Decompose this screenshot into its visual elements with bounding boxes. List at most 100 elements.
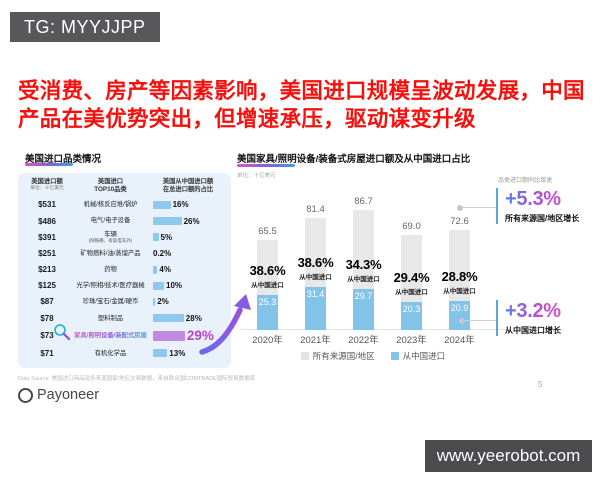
payoneer-wordmark: Payoneer <box>37 387 100 403</box>
year-label: 2022年 <box>348 335 379 346</box>
bar-china: 25.3 <box>257 295 278 330</box>
share-pct: 0.2% <box>153 248 172 258</box>
china-value-label: 29.7 <box>354 291 373 302</box>
amount-cell: $213 <box>38 265 56 275</box>
legend-item-china: 从中国进口 <box>390 350 445 362</box>
slide-title: 受消费、房产等因素影响，美国进口规模呈波动发展，中国产品在美优势突出，但增速承压… <box>18 79 585 131</box>
share-bar <box>153 200 171 209</box>
china-share-block: 28.8% 从中国进口 <box>442 269 478 295</box>
chart-legend: 所有来源国/地区 从中国进口 <box>237 350 509 362</box>
share-pct: 13% <box>169 348 186 358</box>
category-cell: 塑料制品 <box>97 314 124 322</box>
total-value-label: 81.4 <box>306 203 325 215</box>
legend-swatch-china <box>390 352 399 360</box>
magnifier-icon <box>54 324 71 341</box>
chart-title: 美国家具/照明设备/装备式房屋进口额及从中国进口占比 <box>237 154 471 165</box>
table-rows: $531 机械/核反应堆/锅炉 16% $486 电气/电子设备 26% $391 车辆 (除铁… <box>26 197 223 362</box>
share-bar <box>153 233 159 242</box>
bar-china: 20.9 <box>449 301 470 330</box>
import-category-table: 美国进口额 单位：十亿美元 美国进口 TOP10品类 美国从中国进口额 在总进口… <box>18 173 231 368</box>
share-pct: 2% <box>157 297 169 307</box>
table-header: 美国进口额 单位：十亿美元 美国进口 TOP10品类 美国从中国进口额 在总进口… <box>26 178 223 194</box>
legend-swatch-total <box>300 352 309 360</box>
year-label: 2020年 <box>252 335 283 346</box>
share-pct: 29% <box>186 328 214 344</box>
payoneer-ring-icon <box>18 387 33 403</box>
table-row: $73 家具/照明设备/装配式房屋 29% <box>26 324 223 345</box>
china-share-block: 29.4% 从中国进口 <box>394 270 430 296</box>
china-share-sublabel: 从中国进口 <box>347 276 380 284</box>
category-cell: 家具/照明设备/装配式房屋 <box>68 332 153 339</box>
china-share-sublabel: 从中国进口 <box>395 289 428 296</box>
share-bar-cell: 28% <box>153 314 223 323</box>
share-bar-cell: 5% <box>153 233 223 242</box>
left-panel-title: 美国进口品类情况 <box>25 154 102 165</box>
bar-china: 20.3 <box>401 302 422 330</box>
grouped-bar-chart: 65.5 25.3 38.6% 从中国进口 2020年 81.4 31.4 38.6% 从中国进… <box>237 183 509 357</box>
share-bar-cell: 10% <box>153 281 223 290</box>
share-bar-cell: 16% <box>153 200 223 209</box>
china-share-sublabel: 从中国进口 <box>251 282 284 290</box>
amount-cell: $71 <box>40 348 54 358</box>
china-value-label: 20.3 <box>402 304 421 314</box>
table-row: $71 有机化学品 13% <box>26 345 223 361</box>
chart-title-underline <box>237 164 295 167</box>
col-header-share: 美国从中国进口额 在总进口额的占比 <box>162 178 214 193</box>
amount-cell: $486 <box>38 216 56 226</box>
china-share-pct: 34.3% <box>345 257 382 273</box>
share-pct: 10% <box>166 281 183 291</box>
share-pct: 5% <box>160 232 173 242</box>
china-share-pct: 28.8% <box>441 269 478 285</box>
table-row: $531 机械/核反应堆/锅炉 16% <box>26 197 223 213</box>
col-header-category: 美国进口 TOP10品类 <box>94 178 127 193</box>
year-label: 2023年 <box>396 335 427 346</box>
tg-watermark-bar: TG: MYYJJPP <box>10 12 160 42</box>
growth-annotation-header: 品类进口额同比增速 <box>498 178 553 184</box>
china-share-pct: 38.6% <box>297 254 334 270</box>
category-cell: 药物 <box>104 265 117 273</box>
amount-cell: $531 <box>38 200 56 210</box>
share-bar <box>153 297 156 306</box>
share-bar <box>153 281 164 290</box>
growth-total: +5.3% 所有来源国/地区增长 <box>496 188 579 224</box>
amount-cell: $251 <box>38 248 56 258</box>
total-value-label: 86.7 <box>354 196 373 208</box>
payoneer-logo: Payoneer <box>18 387 99 403</box>
table-row: $125 光学/照相/技术/医疗器械 10% <box>26 278 223 294</box>
china-value-label: 25.3 <box>258 297 277 308</box>
china-share-pct: 38.6% <box>249 263 286 279</box>
china-share-block: 34.3% 从中国进口 <box>346 257 382 283</box>
x-axis-line <box>241 329 507 330</box>
left-title-underline <box>25 163 73 166</box>
bar-china: 31.4 <box>305 286 326 330</box>
share-bar <box>153 314 184 323</box>
amount-cell: $73 <box>40 331 54 341</box>
chart-unit-note: 单位：十亿美元 <box>237 173 276 179</box>
share-bar-cell: 0.2% <box>153 249 223 258</box>
total-value-label: 72.6 <box>450 215 469 227</box>
data-source-note: Data Source: 美国进口商品及各来源国家/地区交易数据，来自联合国CO… <box>18 376 256 382</box>
table-row: $78 塑料制品 28% <box>26 310 223 326</box>
china-value-label: 20.9 <box>450 303 469 314</box>
growth-china-label: 从中国进口增长 <box>505 326 561 335</box>
amount-cell: $391 <box>38 232 56 242</box>
total-value-label: 65.5 <box>258 225 277 237</box>
share-pct: 28% <box>185 313 202 323</box>
connector-line-total <box>457 204 496 211</box>
china-share-sublabel: 从中国进口 <box>299 273 332 281</box>
category-cell: 电气/电子设备 <box>90 217 131 225</box>
share-bar-cell: 26% <box>153 217 223 226</box>
amount-cell: $125 <box>38 281 56 291</box>
category-cell: 光学/照相/技术/医疗器械 <box>76 282 145 290</box>
table-row: $486 电气/电子设备 26% <box>26 213 223 229</box>
share-bar <box>153 349 168 358</box>
share-bar-cell: 13% <box>153 349 223 358</box>
category-cell: 有机化学品 <box>94 349 127 357</box>
category-cell: 矿物燃料/油/蒸馏产品 <box>80 249 141 257</box>
china-share-pct: 29.4% <box>393 270 430 285</box>
connector-line-china <box>459 317 496 324</box>
china-share-sublabel: 从中国进口 <box>443 288 476 296</box>
page-number: 5 <box>538 380 543 389</box>
tg-label: TG: MYYJJPP <box>24 16 146 37</box>
